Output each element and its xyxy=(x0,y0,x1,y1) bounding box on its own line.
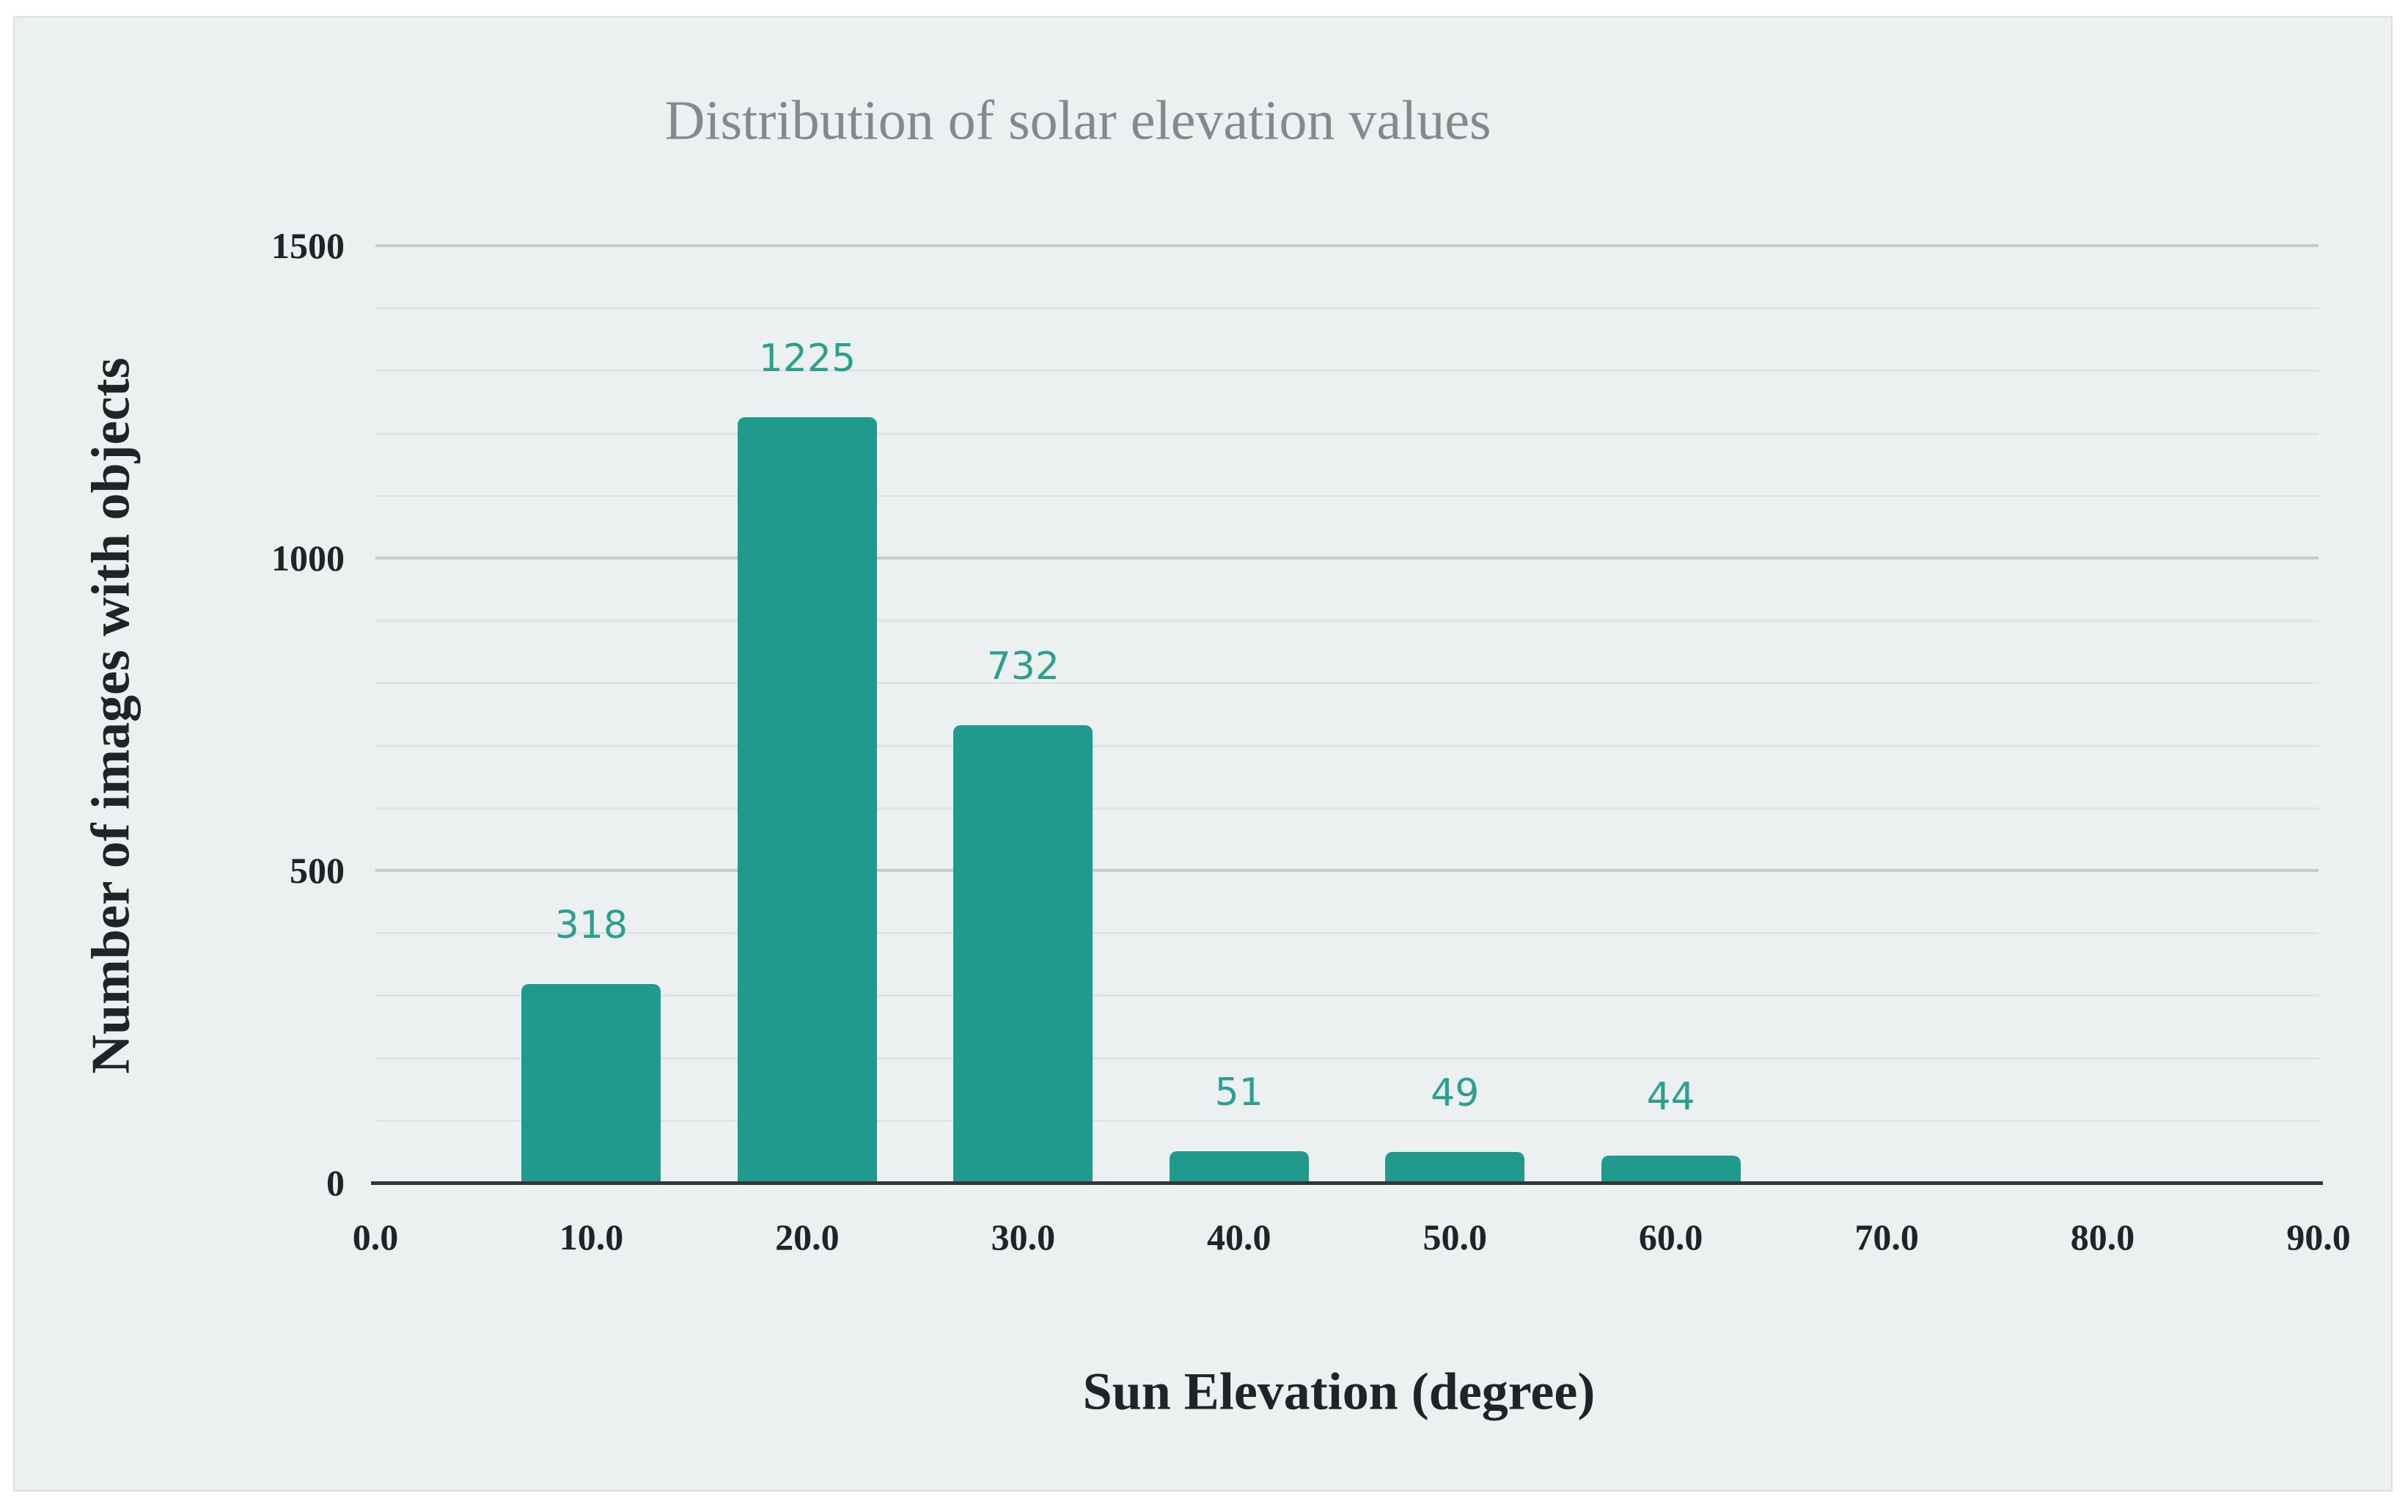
bar xyxy=(1601,1155,1741,1183)
bar xyxy=(953,725,1093,1183)
y-tick-label: 1000 xyxy=(271,537,345,579)
y-tick-label: 1500 xyxy=(271,225,345,266)
minor-gridline xyxy=(375,932,2319,935)
x-tick-label: 80.0 xyxy=(2070,1216,2135,1258)
minor-gridline xyxy=(375,620,2319,623)
minor-gridline xyxy=(375,370,2319,373)
x-axis-title: Sun Elevation (degree) xyxy=(1082,1362,1596,1421)
x-tick-label: 40.0 xyxy=(1207,1216,1271,1258)
chart-panel xyxy=(13,16,2393,1491)
bar-value-label: 732 xyxy=(986,645,1060,689)
major-gridline xyxy=(375,557,2319,559)
major-gridline xyxy=(375,869,2319,872)
minor-gridline xyxy=(375,994,2319,997)
x-tick-label: 20.0 xyxy=(775,1216,840,1258)
bar xyxy=(1169,1150,1309,1183)
x-tick-label: 90.0 xyxy=(2286,1216,2351,1258)
chart-title: Distribution of solar elevation values xyxy=(664,89,1491,152)
x-tick-label: 0.0 xyxy=(352,1216,399,1258)
bar xyxy=(737,417,877,1183)
y-tick-label: 0 xyxy=(326,1162,345,1203)
bar-value-label: 49 xyxy=(1431,1071,1480,1116)
bar-value-label: 1225 xyxy=(758,337,856,381)
minor-gridline xyxy=(375,744,2319,747)
x-tick-label: 50.0 xyxy=(1423,1216,1487,1258)
minor-gridline xyxy=(375,307,2319,310)
x-tick-label: 30.0 xyxy=(991,1216,1056,1258)
minor-gridline xyxy=(375,1057,2319,1060)
bar-value-label: 318 xyxy=(554,903,628,948)
minor-gridline xyxy=(375,432,2319,435)
bar xyxy=(1385,1152,1525,1183)
major-gridline xyxy=(375,244,2319,247)
x-tick-label: 10.0 xyxy=(559,1216,624,1258)
minor-gridline xyxy=(375,807,2319,810)
x-axis-line xyxy=(371,1181,2323,1185)
bar-value-label: 44 xyxy=(1646,1074,1695,1119)
x-tick-label: 70.0 xyxy=(1854,1216,1919,1258)
minor-gridline xyxy=(375,494,2319,497)
x-tick-label: 60.0 xyxy=(1638,1216,1703,1258)
y-axis-title: Number of images with objects xyxy=(81,357,142,1074)
bar-value-label: 51 xyxy=(1214,1070,1263,1115)
bar xyxy=(521,984,661,1183)
y-tick-label: 500 xyxy=(290,850,345,891)
minor-gridline xyxy=(375,682,2319,685)
minor-gridline xyxy=(375,1119,2319,1122)
